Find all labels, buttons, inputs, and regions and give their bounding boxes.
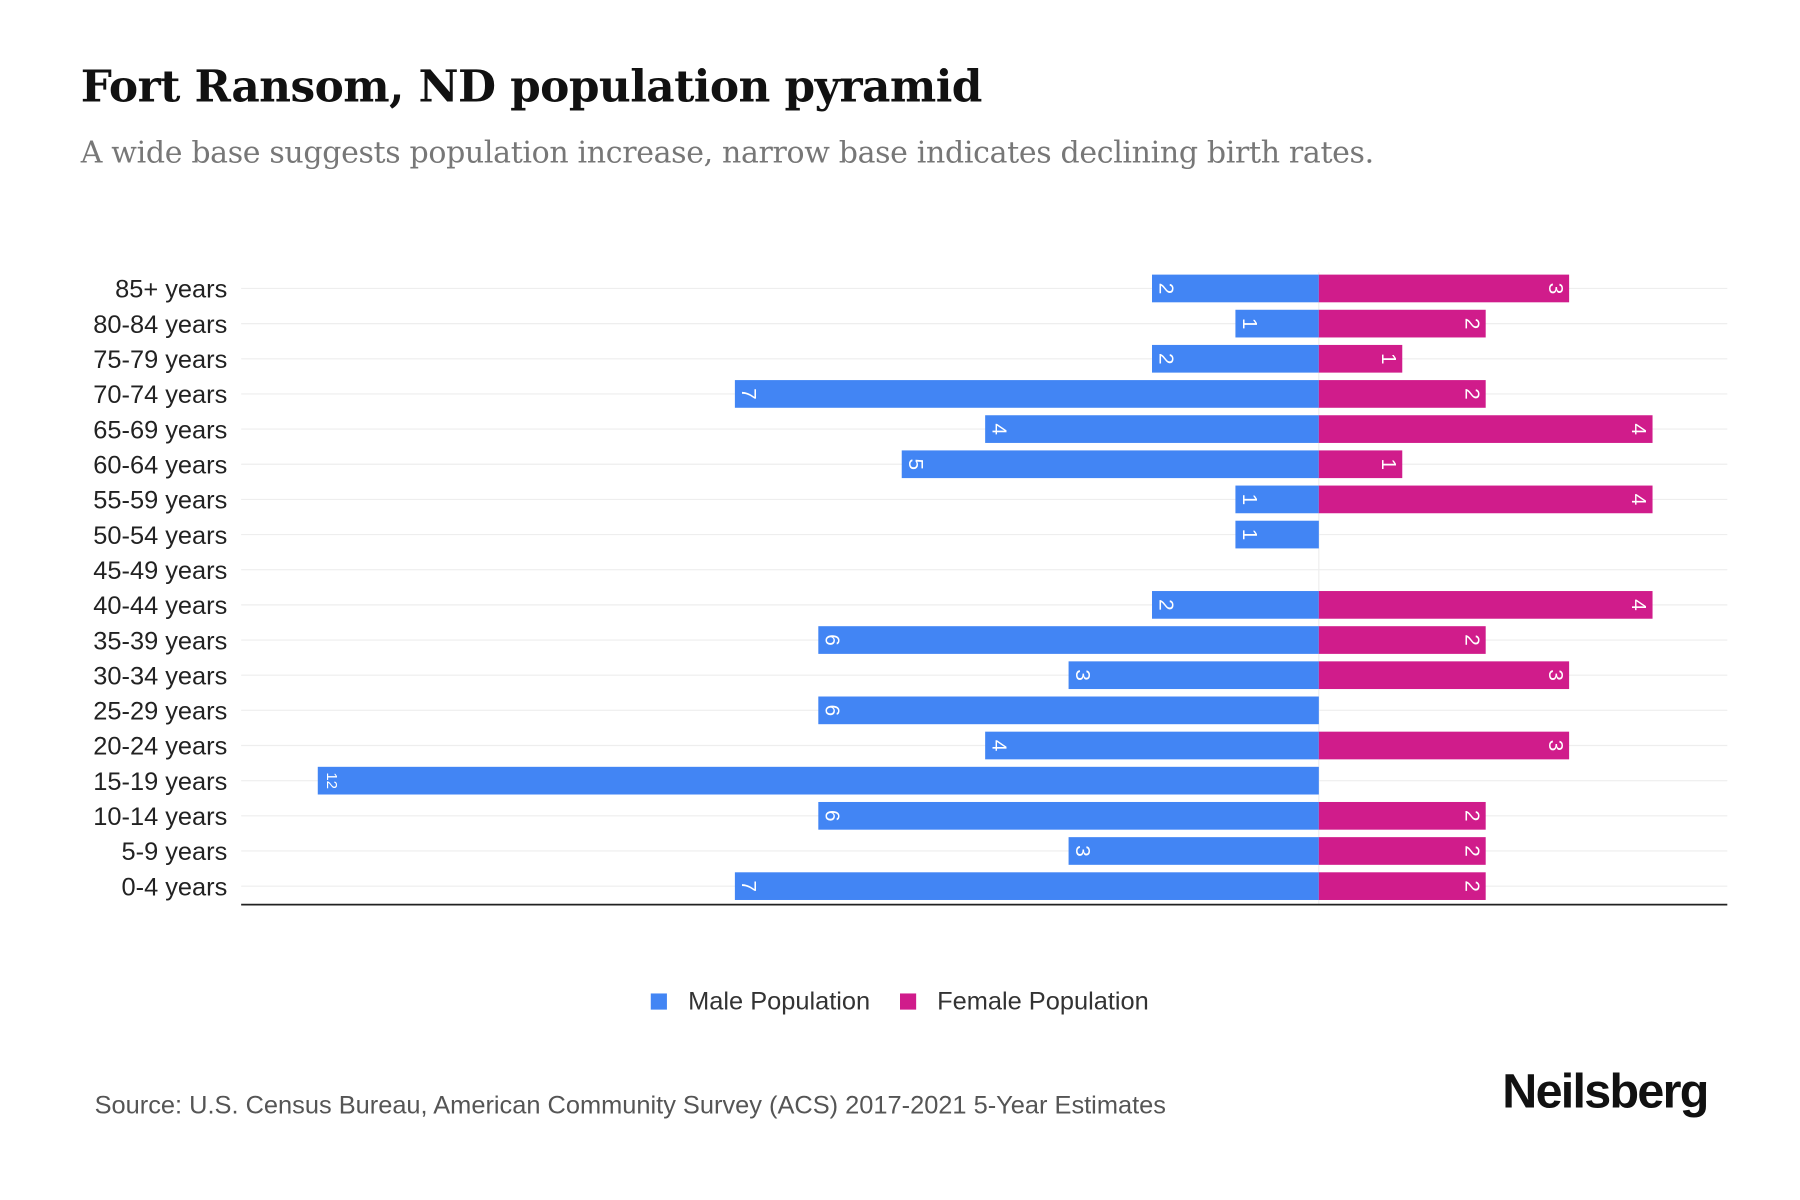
y-tick-label: 5-9 years [122,838,228,866]
female-bar [1318,344,1403,373]
male-value-label: 5 [904,458,927,470]
female-bar [1318,415,1653,443]
female-bar [1318,591,1653,619]
female-bar [1318,450,1403,479]
male-value-label: 6 [821,810,844,822]
female-value-label: 2 [1460,845,1483,857]
y-tick-label: 70-74 years [93,381,227,409]
y-tick-label: 65-69 years [93,416,227,444]
female-value-label: 1 [1377,353,1400,365]
legend-label-male: Male Population [688,986,871,1016]
male-bar [1235,520,1319,549]
male-value-label: 1 [1238,529,1261,541]
male-value-label: 1 [1238,318,1261,330]
male-value-label: 6 [821,705,844,717]
y-tick-label: 45-49 years [93,557,227,585]
female-value-label: 2 [1460,318,1483,330]
female-value-label: 3 [1544,740,1567,752]
female-bar [1318,309,1486,338]
y-tick-label: 85+ years [115,276,227,304]
male-bar [317,766,1319,795]
female-value-label: 2 [1460,388,1483,400]
male-value-label: 3 [1071,845,1094,857]
male-bar [1151,591,1319,619]
y-tick-label: 55-59 years [93,487,227,515]
y-tick-label: 25-29 years [93,698,227,726]
male-value-label: 2 [1154,283,1177,295]
male-value-label: 7 [737,388,760,400]
y-tick-label: 15-19 years [93,768,227,796]
female-value-label: 2 [1460,634,1483,646]
female-value-label: 3 [1544,283,1567,295]
male-value-label: 4 [987,423,1010,435]
male-bar [1151,274,1319,303]
male-value-label: 12 [323,772,340,789]
male-bar [985,415,1319,443]
source-note: Source: U.S. Census Bureau, American Com… [94,1090,1166,1120]
y-tick-label: 75-79 years [93,346,227,374]
male-value-label: 7 [737,880,760,892]
legend-item-male[interactable]: Male Population [651,987,870,1017]
female-bar [1318,626,1486,654]
female-value-label: 1 [1377,458,1400,470]
chart-title: Fort Ransom, ND population pyramid [80,59,983,112]
female-bar [1318,872,1486,900]
y-tick-label: 0-4 years [122,873,228,901]
male-bar [818,626,1319,654]
male-bar [734,380,1319,408]
y-tick-label: 40-44 years [93,592,227,620]
female-bar [1318,837,1486,865]
male-bar [734,872,1319,900]
female-value-label: 3 [1544,669,1567,681]
female-bar [1318,661,1570,690]
male-bar [1068,837,1319,865]
y-tick-label: 50-54 years [93,522,227,550]
y-tick-label: 60-64 years [93,451,227,479]
male-bar [901,450,1319,479]
male-value-label: 1 [1238,494,1261,506]
female-bar [1318,801,1486,830]
female-value-label: 4 [1627,494,1650,506]
legend-swatch-male [651,993,668,1010]
male-value-label: 6 [821,634,844,646]
female-value-label: 2 [1460,880,1483,892]
y-tick-label: 20-24 years [93,733,227,761]
male-bar [1235,485,1319,514]
male-bar [818,696,1319,725]
male-bar [818,801,1319,830]
male-bar [1151,344,1319,373]
neilsberg-logo: Neilsberg [1502,1063,1709,1119]
y-tick-label: 10-14 years [93,803,227,831]
female-bar [1318,274,1570,303]
y-tick-label: 80-84 years [93,311,227,339]
legend-swatch-female [900,993,917,1010]
male-bar [985,731,1319,760]
female-bar [1318,380,1486,408]
male-value-label: 3 [1071,669,1094,681]
male-value-label: 2 [1154,599,1177,611]
y-tick-label: 35-39 years [93,627,227,655]
male-value-label: 2 [1154,353,1177,365]
population-pyramid-chart: 85+ years 80-84 years 75-79 years 70-74 yea… [93,272,1728,906]
female-value-label: 4 [1627,423,1650,435]
female-value-label: 2 [1460,810,1483,822]
legend: Male Population Female Population [0,987,1800,1017]
female-value-label: 4 [1627,599,1650,611]
male-bar [1068,661,1319,690]
female-bar [1318,485,1653,514]
legend-item-female[interactable]: Female Population [900,987,1149,1017]
male-bar [1235,309,1319,338]
legend-label-female: Female Population [937,986,1149,1016]
y-tick-label: 30-34 years [93,662,227,690]
female-bar [1318,731,1570,760]
male-value-label: 4 [987,740,1010,752]
chart-subtitle: A wide base suggests population increase… [80,136,1374,171]
